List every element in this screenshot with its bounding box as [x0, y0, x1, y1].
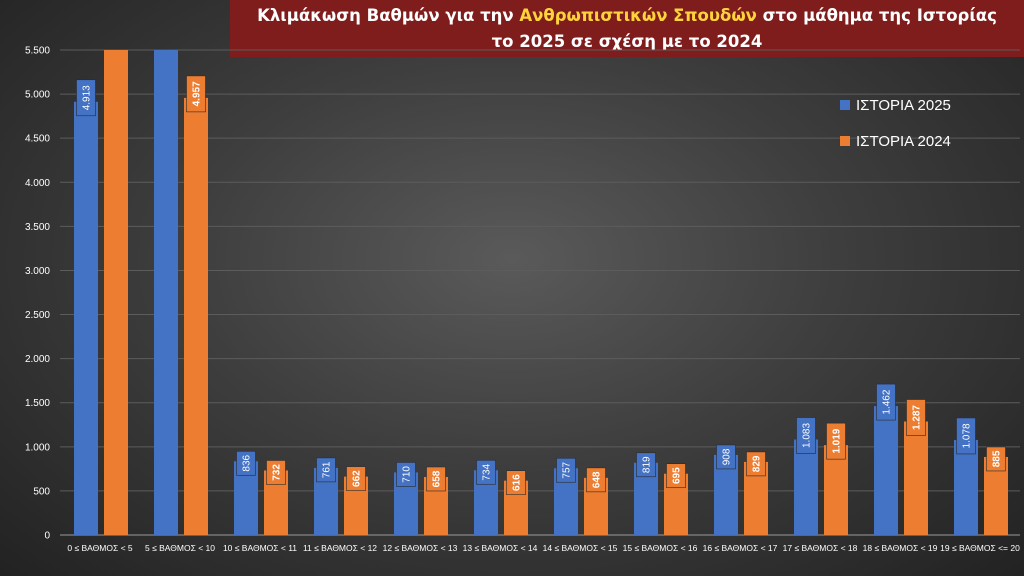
data-label-box: [906, 399, 926, 436]
data-label: 1.078: [962, 423, 973, 448]
legend-label: ΙΣΤΟΡΙΑ 2024: [856, 133, 951, 150]
data-label: 734: [482, 463, 493, 480]
x-tick-label: 17 ≤ ΒΑΘΜΟΣ < 18: [783, 543, 858, 553]
title-part-1: Κλιμάκωση Βαθμών για την: [257, 6, 520, 25]
y-tick-label: 4.500: [25, 134, 50, 145]
chart-title: Κλιμάκωση Βαθμών για την Ανθρωπιστικών Σ…: [230, 0, 1024, 57]
y-tick-label: 2.500: [25, 310, 50, 321]
data-label-box: [76, 79, 96, 117]
data-label-box: [346, 466, 366, 491]
bar: [184, 97, 208, 536]
data-label: 710: [402, 466, 413, 483]
data-label: 1.287: [912, 405, 923, 430]
y-tick-label: 2.000: [25, 354, 50, 365]
bar: [74, 101, 98, 535]
y-tick-label: 5.000: [25, 90, 50, 101]
bar: [104, 50, 128, 535]
data-label: 648: [592, 471, 603, 488]
data-label-box: [506, 470, 526, 495]
data-label: 836: [242, 455, 253, 472]
data-label-box: [556, 457, 576, 483]
x-tick-label: 0 ≤ ΒΑΘΜΟΣ < 5: [67, 543, 133, 553]
x-tick-label: 15 ≤ ΒΑΘΜΟΣ < 16: [623, 543, 698, 553]
y-tick-label: 3.500: [25, 222, 50, 233]
y-tick-label: 4.000: [25, 178, 50, 189]
data-label: 885: [992, 450, 1003, 467]
x-tick-label: 16 ≤ ΒΑΘΜΟΣ < 17: [703, 543, 778, 553]
bar: [824, 445, 848, 535]
x-tick-label: 11 ≤ ΒΑΘΜΟΣ < 12: [303, 543, 377, 553]
data-label-box: [716, 444, 736, 470]
title-highlight: Ανθρωπιστικών Σπουδών: [519, 6, 757, 25]
x-tick-label: 18 ≤ ΒΑΘΜΟΣ < 19: [863, 543, 938, 553]
data-label-box: [826, 422, 846, 460]
data-label-box: [396, 462, 416, 487]
data-label-box: [186, 75, 206, 113]
data-label-box: [956, 417, 976, 455]
data-label: 662: [352, 470, 363, 487]
y-tick-label: 1.000: [25, 442, 50, 453]
data-label: 819: [642, 456, 653, 473]
chart-title-line1: Κλιμάκωση Βαθμών για την Ανθρωπιστικών Σ…: [230, 3, 1024, 29]
data-label-box: [586, 467, 606, 493]
data-label: 1.462: [882, 389, 893, 414]
x-tick-label: 19 ≤ ΒΑΘΜΟΣ <= 20: [940, 543, 1020, 553]
data-label: 658: [432, 470, 443, 487]
y-tick-label: 3.000: [25, 266, 50, 277]
data-label-box: [476, 459, 496, 485]
data-label-box: [796, 417, 816, 454]
data-label: 908: [722, 448, 733, 465]
data-label: 695: [672, 467, 683, 484]
data-label: 4.913: [82, 85, 93, 110]
data-label: 4.957: [192, 81, 203, 106]
data-label: 1.083: [802, 423, 813, 448]
data-label: 732: [272, 464, 283, 481]
data-label-box: [266, 460, 286, 485]
title-part-2: στο μάθημα της Ιστορίας: [756, 6, 997, 25]
y-tick-label: 1.500: [25, 398, 50, 409]
data-label-box: [316, 457, 336, 483]
legend-swatch: [840, 100, 850, 110]
bar: [154, 50, 178, 535]
data-label-box: [986, 446, 1006, 472]
bar: [904, 421, 928, 535]
legend-label: ΙΣΤΟΡΙΑ 2025: [856, 97, 951, 114]
x-tick-label: 12 ≤ ΒΑΘΜΟΣ < 13: [383, 543, 458, 553]
x-tick-label: 5 ≤ ΒΑΘΜΟΣ < 10: [145, 543, 215, 553]
x-tick-label: 10 ≤ ΒΑΘΜΟΣ < 11: [223, 543, 297, 553]
y-tick-label: 500: [33, 486, 50, 497]
bar: [794, 439, 818, 535]
bar: [874, 406, 898, 535]
chart-title-line2: το 2025 σε σχέση με το 2024: [491, 32, 763, 51]
legend-swatch: [840, 136, 850, 146]
y-tick-label: 5.500: [25, 46, 50, 57]
data-label-box: [876, 383, 896, 421]
data-label: 757: [562, 461, 573, 478]
data-label: 761: [322, 461, 333, 478]
data-label-box: [236, 450, 256, 476]
data-label: 829: [752, 455, 763, 472]
data-label-box: [426, 466, 446, 492]
data-label-box: [636, 452, 656, 478]
y-tick-label: 0: [44, 531, 50, 542]
x-tick-label: 14 ≤ ΒΑΘΜΟΣ < 15: [543, 543, 618, 553]
data-label: 1.019: [832, 428, 843, 453]
data-label-box: [746, 451, 766, 477]
data-label: 616: [512, 474, 523, 491]
bar: [954, 439, 978, 535]
data-label-box: [666, 463, 686, 489]
x-tick-label: 13 ≤ ΒΑΘΜΟΣ < 14: [463, 543, 538, 553]
